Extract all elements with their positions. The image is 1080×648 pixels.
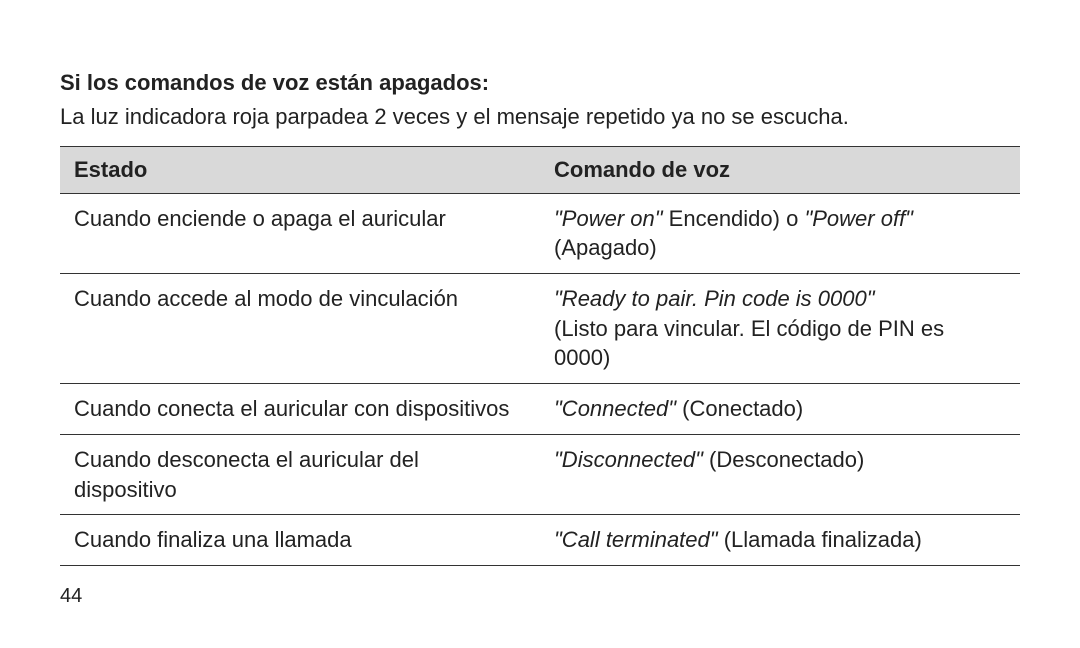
- section-subtext: La luz indicadora roja parpadea 2 veces …: [60, 102, 1020, 132]
- voice-command-translation: (Listo para vincular. El código de PIN e…: [554, 316, 944, 371]
- voice-command-translation: (Desconectado): [703, 447, 864, 472]
- cell-comando: "Ready to pair. Pin code is 0000" (Listo …: [540, 274, 1020, 384]
- col-header-estado: Estado: [60, 146, 540, 193]
- page-number: 44: [60, 585, 82, 608]
- cell-estado: Cuando finaliza una llamada: [60, 515, 540, 566]
- cell-comando: "Disconnected" (Desconectado): [540, 434, 1020, 514]
- voice-command-translation: Encendido) o: [663, 206, 805, 231]
- table-row: Cuando conecta el auricular con disposit…: [60, 384, 1020, 435]
- document-page: Si los comandos de voz están apagados: L…: [0, 0, 1080, 648]
- cell-comando: "Call terminated" (Llamada finalizada): [540, 515, 1020, 566]
- table-row: Cuando desconecta el auricular del dispo…: [60, 434, 1020, 514]
- cell-estado: Cuando conecta el auricular con disposit…: [60, 384, 540, 435]
- cell-comando: "Connected" (Conectado): [540, 384, 1020, 435]
- cell-estado: Cuando desconecta el auricular del dispo…: [60, 434, 540, 514]
- col-header-comando: Comando de voz: [540, 146, 1020, 193]
- voice-command-quote: "Ready to pair. Pin code is 0000": [554, 286, 875, 311]
- voice-command-translation: (Llamada finalizada): [718, 527, 922, 552]
- voice-command-quote: "Disconnected": [554, 447, 703, 472]
- table-header-row: Estado Comando de voz: [60, 146, 1020, 193]
- table-row: Cuando enciende o apaga el auricular"Pow…: [60, 193, 1020, 273]
- cell-comando: "Power on" Encendido) o "Power off" (Apa…: [540, 193, 1020, 273]
- table-row: Cuando finaliza una llamada"Call termina…: [60, 515, 1020, 566]
- cell-estado: Cuando enciende o apaga el auricular: [60, 193, 540, 273]
- table-body: Cuando enciende o apaga el auricular"Pow…: [60, 193, 1020, 565]
- voice-command-quote: "Power on": [554, 206, 663, 231]
- voice-command-quote: "Call terminated": [554, 527, 718, 552]
- voice-command-quote: "Connected": [554, 396, 676, 421]
- section-heading: Si los comandos de voz están apagados:: [60, 70, 1020, 96]
- voice-command-quote: "Power off": [804, 206, 913, 231]
- table-row: Cuando accede al modo de vinculación"Rea…: [60, 274, 1020, 384]
- voice-command-translation: (Conectado): [676, 396, 803, 421]
- cell-estado: Cuando accede al modo de vinculación: [60, 274, 540, 384]
- voice-command-table: Estado Comando de voz Cuando enciende o …: [60, 146, 1020, 566]
- voice-command-translation: (Apagado): [554, 235, 657, 260]
